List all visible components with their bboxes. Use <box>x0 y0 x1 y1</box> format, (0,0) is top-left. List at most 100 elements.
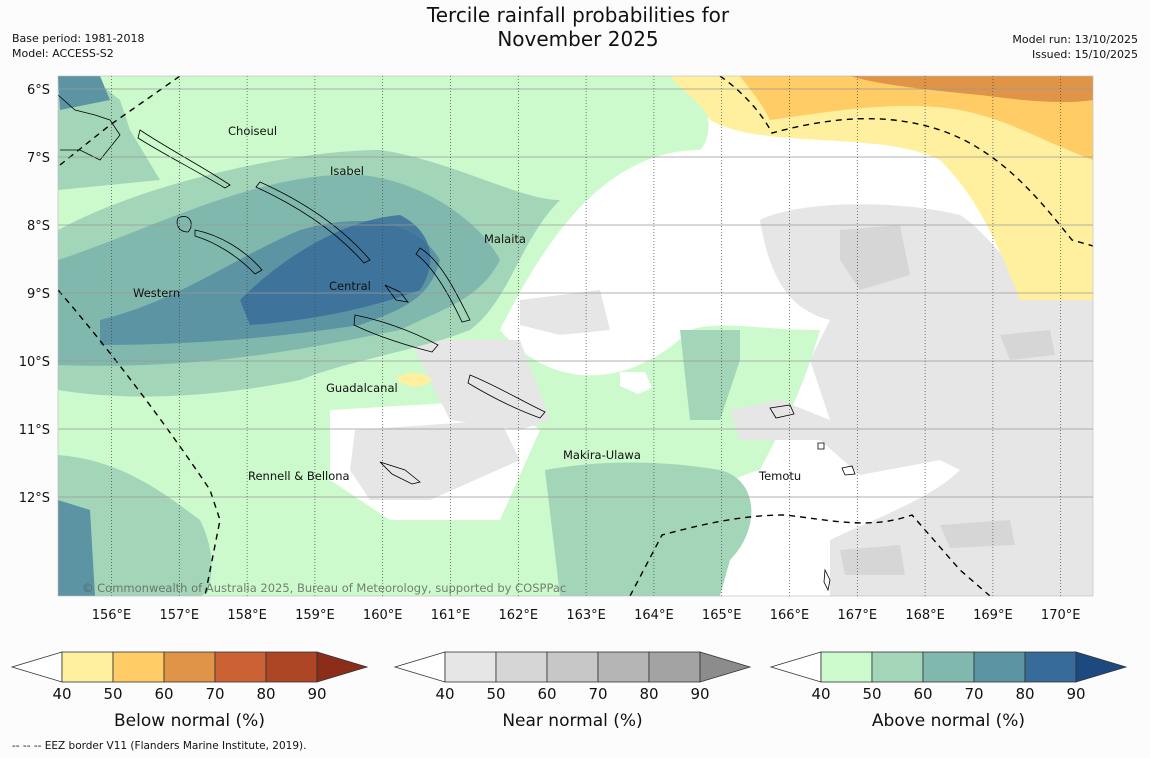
temotu-islet-coast <box>841 465 856 476</box>
colorbar-tick-label: 60 <box>154 685 173 703</box>
colorbar-legend: 40 50 60 70 80 90 Near normal (%) <box>393 651 752 731</box>
longitude-labels: 156°E 157°E 158°E 159°E 160°E 161°E 162°E 163°E… <box>92 608 1081 623</box>
no-dominant-spot <box>620 372 652 394</box>
no-dominant-region <box>500 76 1093 596</box>
bougainville-coast <box>58 94 121 161</box>
colorbar-low-arrow <box>10 651 63 683</box>
colorbar-tick-label: 60 <box>537 685 556 703</box>
above-normal-70-80-shade-2 <box>58 76 110 110</box>
colorbar-tick-label: 40 <box>52 685 71 703</box>
colorbar-legends: 40 50 60 70 80 90 Below normal (%) 40 50 60 70 80 90… <box>10 651 1128 731</box>
label-rennell-bellona: Rennell & Bellona <box>248 469 350 483</box>
lon-label: 169°E <box>973 608 1013 623</box>
lat-label: 11°S <box>19 423 50 438</box>
colorbar-segment <box>546 651 599 683</box>
colorbar-legend: 40 50 60 70 80 90 Above normal (%) <box>769 651 1128 731</box>
colorbar-low-arrow <box>393 651 446 683</box>
makira-coast <box>467 374 546 419</box>
colorbar-title: Above normal (%) <box>872 711 1025 731</box>
colorbar-tick-label: 50 <box>862 685 881 703</box>
lon-label: 158°E <box>227 608 267 623</box>
colorbar-high-arrow <box>1075 651 1128 683</box>
label-choiseul: Choiseul <box>228 124 277 138</box>
lon-label: 160°E <box>363 608 403 623</box>
colorbar-legend: 40 50 60 70 80 90 Below normal (%) <box>10 651 369 731</box>
label-central: Central <box>329 279 371 293</box>
colorbar-high-arrow <box>699 651 752 683</box>
lon-label: 164°E <box>634 608 674 623</box>
label-western: Western <box>133 286 180 300</box>
lon-label: 156°E <box>92 608 132 623</box>
map-title: Tercile rainfall probabilities for Novem… <box>378 3 778 51</box>
colorbar-segment <box>1024 651 1077 683</box>
central-islands-coast <box>384 284 409 303</box>
above-normal-50-60-shade-5 <box>680 330 740 420</box>
colorbar-title: Near normal (%) <box>502 711 642 731</box>
colorbar-tick-label: 80 <box>1015 685 1034 703</box>
colorbar-tick-label: 50 <box>103 685 122 703</box>
guadalcanal-coast <box>353 314 439 353</box>
colorbar-segment <box>973 651 1026 683</box>
colorbar-segment <box>922 651 975 683</box>
map-frame <box>57 75 1094 597</box>
lat-label: 7°S <box>27 151 50 166</box>
above-normal-80-90-shade <box>240 215 431 325</box>
colorbar-tick-label: 90 <box>1066 685 1085 703</box>
colorbar-tick-label: 40 <box>435 685 454 703</box>
lon-label: 157°E <box>160 608 200 623</box>
lon-label: 165°E <box>702 608 742 623</box>
near-normal-40-50-shade-4 <box>350 420 520 500</box>
near-normal-50-60-shade-4 <box>840 545 905 575</box>
colorbar-segment <box>871 651 924 683</box>
colorbar-tick-label: 70 <box>205 685 224 703</box>
lon-label: 163°E <box>566 608 606 623</box>
above-normal-50-60-shade-3 <box>58 455 212 596</box>
colorbar-segment <box>214 651 267 683</box>
western-island-coast <box>176 216 192 233</box>
lon-label: 162°E <box>499 608 539 623</box>
above-normal-50-60-shade-4 <box>545 462 752 596</box>
colorbar-segment <box>820 651 873 683</box>
lon-label: 170°E <box>1041 608 1081 623</box>
colorbar-segment <box>495 651 548 683</box>
new-georgia-coast <box>194 229 263 275</box>
colorbar-tick-label: 70 <box>964 685 983 703</box>
eez-border-west <box>58 289 221 596</box>
model-run-text: Model run: 13/10/2025 <box>1012 33 1138 46</box>
lat-label: 12°S <box>19 491 50 506</box>
lon-label: 161°E <box>431 608 471 623</box>
colorbar-tick-label: 80 <box>639 685 658 703</box>
choiseul-coast <box>137 129 231 189</box>
lat-label: 9°S <box>27 287 50 302</box>
label-malaita: Malaita <box>484 232 526 246</box>
below-normal-40-50-spot <box>396 372 432 387</box>
model-info: Base period: 1981-2018 Model: ACCESS-S2 <box>12 31 144 61</box>
colorbar-segment <box>444 651 497 683</box>
lon-label: 168°E <box>905 608 945 623</box>
colorbar-segment <box>163 651 216 683</box>
label-makira-ulawa: Makira-Ulawa <box>563 448 641 462</box>
colorbar-segment <box>112 651 165 683</box>
copyright-text: © Commonwealth of Australia 2025, Bureau… <box>82 581 566 595</box>
above-normal-70-80-shade-3 <box>58 500 95 596</box>
temotu-islet-coast-2 <box>817 442 825 450</box>
lat-label: 8°S <box>27 219 50 234</box>
title-line-2: November 2025 <box>497 27 659 51</box>
map-grid <box>58 76 1093 596</box>
colorbar-tick-label: 70 <box>588 685 607 703</box>
place-labels: Choiseul Isabel Malaita Western Central … <box>133 124 801 483</box>
base-period-text: Base period: 1981-2018 <box>12 32 145 45</box>
map-figure: Choiseul Isabel Malaita Western Central … <box>10 75 1128 731</box>
latitude-labels: 6°S 7°S 8°S 9°S 10°S 11°S 12°S <box>19 83 50 506</box>
isabel-coast <box>255 181 371 264</box>
label-temotu: Temotu <box>758 469 801 483</box>
no-dominant-region-2 <box>600 280 700 345</box>
model-text: Model: ACCESS-S2 <box>12 47 114 60</box>
title-line-1: Tercile rainfall probabilities for <box>426 3 730 27</box>
colorbar-tick-label: 60 <box>913 685 932 703</box>
colorbar-high-arrow <box>316 651 369 683</box>
rennell-coast <box>379 461 421 485</box>
colorbar-tick-label: 90 <box>307 685 326 703</box>
lon-label: 167°E <box>838 608 878 623</box>
southern-islet-coast <box>823 568 831 592</box>
